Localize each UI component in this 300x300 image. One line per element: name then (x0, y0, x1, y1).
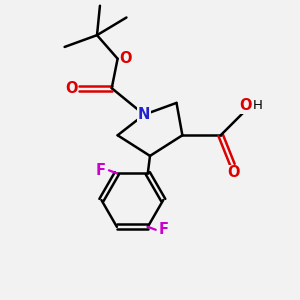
Text: H: H (253, 99, 262, 112)
Text: O: O (228, 166, 240, 181)
Text: F: F (159, 222, 169, 237)
Text: O: O (239, 98, 252, 113)
Text: O: O (120, 51, 132, 66)
Text: F: F (96, 163, 106, 178)
Text: N: N (138, 107, 150, 122)
Text: O: O (65, 81, 77, 96)
